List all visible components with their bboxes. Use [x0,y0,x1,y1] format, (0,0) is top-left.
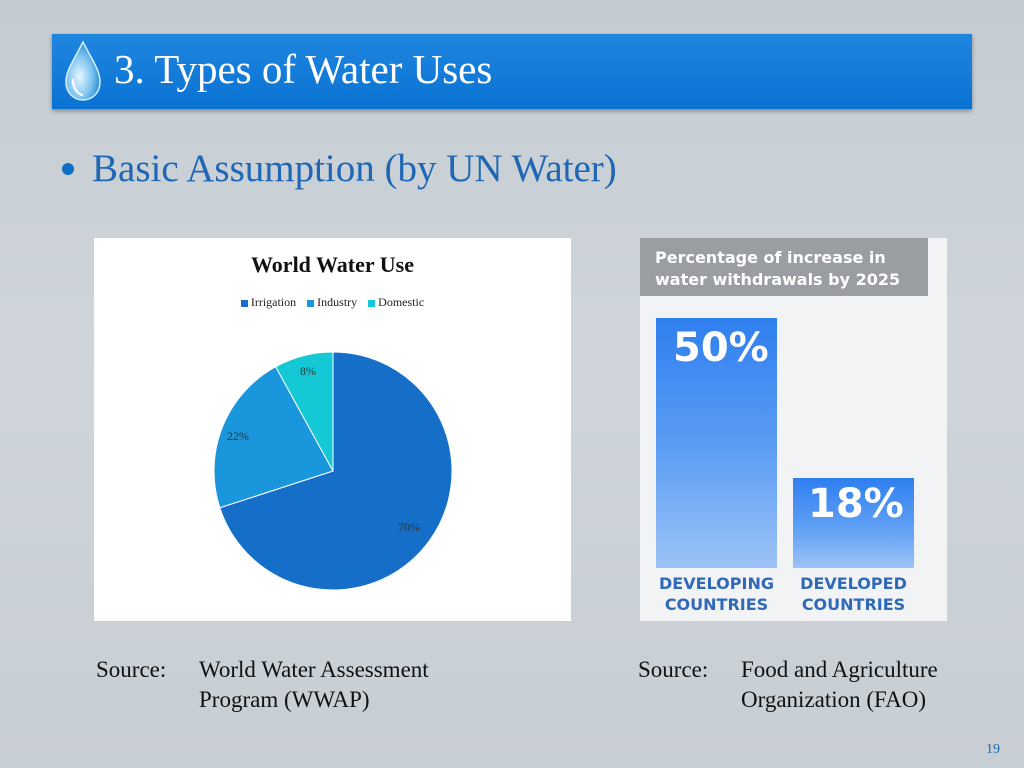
source-text-line-1: Food and Agriculture [741,657,938,682]
pie-chart-title: World Water Use [251,252,414,277]
bar-value-developing: 50% [673,325,769,371]
source-text-line-1: World Water Assessment [199,657,429,682]
pie-legend: Irrigation Industry Domestic [94,295,571,310]
bar-developing [656,318,777,568]
bar-category-developing: DEVELOPING COUNTRIES [646,573,787,615]
bar-category-text: DEVELOPED COUNTRIES [800,574,907,614]
bar-value-developed: 18% [808,481,904,527]
bullet-text: Basic Assumption (by UN Water) [92,147,617,190]
legend-label: Industry [317,295,358,309]
pie-slice-irrigation [219,351,453,591]
bar-category-developed: DEVELOPED COUNTRIES [783,573,924,615]
pie-chart-panel: World Water Use Irrigation Industry Dome… [94,238,571,621]
pie-slice-industry [213,366,334,509]
legend-swatch-industry [307,299,315,307]
source-wwap: Source: World Water Assessment Program (… [96,655,516,717]
source-label: Source: [638,657,709,682]
legend-swatch-domestic [368,299,376,307]
bar-developed [793,478,914,568]
legend-item-irrigation: Irrigation [240,295,297,310]
bar-category-text: DEVELOPING COUNTRIES [659,574,774,614]
pie-label-domestic: 8% [300,364,316,378]
legend-item-domestic: Domestic [368,295,424,310]
source-text-line-2: Program (WWAP) [199,687,370,712]
legend-swatch-irrigation [240,299,248,307]
pie-label-industry: 22% [227,429,249,443]
title-bar: 3. Types of Water Uses [52,34,972,109]
source-label: Source: [96,657,167,682]
legend-label: Irrigation [250,295,297,309]
source-fao: Source: Food and Agriculture Organizatio… [638,655,998,717]
bullet-dot [62,163,74,175]
source-text-line-2: Organization (FAO) [741,687,927,712]
bar-chart-header: Percentage of increase in water withdraw… [640,238,928,296]
slide-title: 3. Types of Water Uses [114,46,493,92]
pie-label-irrigation: 70% [398,520,420,534]
pie-slice-domestic [274,351,334,472]
legend-item-industry: Industry [307,295,357,310]
bar-chart-title: Percentage of increase in water withdraw… [655,248,901,289]
water-drop-icon [58,38,108,104]
page-number: 19 [986,742,1000,757]
bar-chart-panel: Percentage of increase in water withdraw… [640,238,947,621]
pie-chart [213,351,453,591]
legend-label: Domestic [378,295,425,309]
